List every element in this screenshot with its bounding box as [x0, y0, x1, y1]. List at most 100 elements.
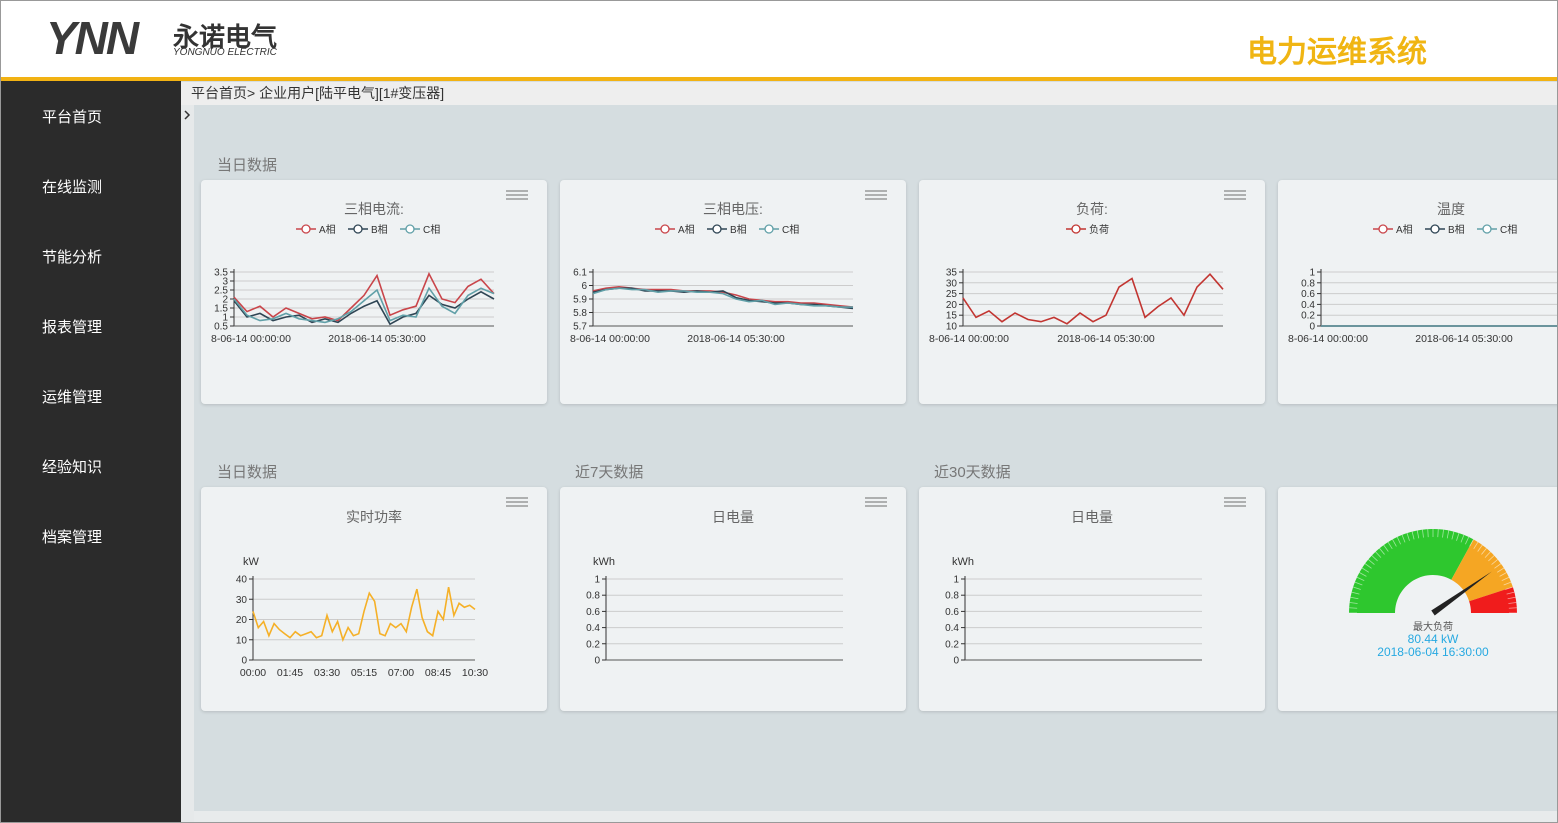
panel-title: 温度	[1437, 201, 1465, 217]
gauge-tick	[1379, 548, 1385, 555]
legend-label: A相	[319, 223, 336, 236]
y-tick-label: 6.1	[573, 268, 587, 279]
y-tick-label: 0.2	[586, 639, 600, 650]
x-tick-label: 05:15	[351, 667, 377, 679]
gauge-tick	[1469, 539, 1474, 547]
legend-label: A相	[678, 223, 695, 236]
gauge-tick	[1392, 539, 1397, 547]
nav-item[interactable]: 运维管理	[42, 389, 103, 406]
y-tick-label: 10	[236, 635, 248, 646]
legend-marker	[660, 224, 670, 234]
panel-title: 日电量	[1071, 509, 1113, 525]
gauge-tick	[1422, 529, 1424, 538]
panel-chart: 实时功率 kW 0 10 20 30 40 00:00 01:45 03:30 05:15 07:00…	[236, 497, 528, 679]
panel-title: 三相电流:	[344, 201, 404, 217]
y-tick-label: 5.9	[573, 295, 587, 306]
panel: 实时功率 kW 0 10 20 30 40 00:00 01:45 03:30 05:15 07:00…	[201, 487, 547, 711]
legend-marker	[1430, 224, 1440, 234]
nav-item[interactable]: 经验知识	[42, 459, 103, 476]
sidebar: 平台首页在线监测节能分析报表管理运维管理经验知识档案管理	[1, 81, 181, 822]
legend-label: C相	[782, 223, 799, 236]
series-line	[962, 273, 1224, 325]
legend-marker	[301, 224, 311, 234]
legend-marker	[1378, 224, 1388, 234]
x-tick-label: 10:30	[462, 667, 488, 679]
legend-marker	[353, 224, 363, 234]
y-tick-label: 25	[946, 289, 958, 300]
gauge-tick	[1401, 534, 1406, 543]
panel-chart: 日电量 kWh 0 0.2 0.4 0.6 0.8 1	[586, 497, 887, 667]
legend-label: B相	[1448, 223, 1465, 236]
y-tick-label: 0.5	[214, 322, 228, 333]
section-label: 近30天数据	[934, 464, 1011, 481]
gauge-tick	[1481, 548, 1487, 555]
nav-item[interactable]: 在线监测	[42, 179, 103, 196]
panel: 日电量 kWh 0 0.2 0.4 0.6 0.8 1	[560, 487, 906, 711]
gauge-tick	[1364, 563, 1372, 569]
gauge-label: 最大负荷	[1413, 620, 1453, 633]
panel-title: 三相电压:	[703, 201, 763, 217]
gauge-tick	[1350, 596, 1359, 600]
gauge-tick	[1506, 591, 1515, 595]
gauge-tick	[1383, 544, 1389, 552]
gauge-tick	[1446, 530, 1450, 539]
y-tick-label: 1	[594, 575, 600, 586]
gauge-band	[1469, 587, 1517, 613]
legend-marker	[764, 224, 774, 234]
x-tick-label: 03:30	[314, 667, 340, 679]
gauge-tick	[1451, 531, 1455, 540]
gauge-tick	[1396, 536, 1402, 545]
panel: 三相电流: 0.5 1 1.5 2 2.5 3 3.5 8-06-14 00:00:00 2018…	[201, 180, 547, 404]
gauge-tick	[1411, 531, 1415, 540]
x-tick-label: 8-06-14 00:00:00	[1288, 333, 1368, 345]
panel-title: 实时功率	[346, 509, 402, 525]
panel: 日电量 kWh 0 0.2 0.4 0.6 0.8 1	[919, 487, 1265, 711]
gauge-tick	[1491, 559, 1498, 565]
gauge-tick	[1361, 567, 1370, 573]
nav-item[interactable]: 平台首页	[42, 109, 103, 126]
gauge-tick	[1464, 536, 1470, 545]
y-tick-label: 0.2	[1301, 311, 1315, 322]
gauge-tick	[1484, 551, 1491, 558]
x-tick-label: 2018-06-14 05:30:00	[1415, 333, 1513, 345]
x-tick-label: 01:45	[277, 667, 303, 679]
gauge-tick	[1427, 529, 1429, 538]
logo-en: YONGNUO ELECTRIC	[173, 47, 277, 58]
nav-item[interactable]: 报表管理	[42, 319, 103, 336]
scrollbar	[194, 811, 1557, 822]
panel-title: 日电量	[712, 509, 754, 525]
legend-marker	[1482, 224, 1492, 234]
sidebar-toggle[interactable]	[181, 105, 194, 822]
y-tick-label: 2	[222, 295, 228, 306]
nav-item[interactable]: 节能分析	[42, 249, 103, 266]
y-tick-label: 40	[236, 575, 248, 586]
system-title: 电力运维系统	[1247, 36, 1427, 69]
series-line	[233, 271, 495, 322]
gauge-tick	[1505, 586, 1514, 590]
y-tick-label: 20	[946, 300, 958, 311]
x-tick-label: 2018-06-14 05:30:00	[1057, 333, 1155, 345]
y-tick-label: 0	[953, 656, 959, 667]
gauge-tick	[1488, 555, 1495, 562]
gauge-tick	[1507, 596, 1516, 600]
nav-item[interactable]: 档案管理	[42, 529, 103, 546]
section-label: 当日数据	[217, 157, 278, 174]
gauge-tick	[1442, 529, 1444, 538]
y-tick-label: 0	[594, 656, 600, 667]
legend-label: C相	[1500, 223, 1517, 236]
y-tick-label: 0	[241, 656, 247, 667]
x-tick-label: 2018-06-14 05:30:00	[687, 333, 785, 345]
panel: 负荷: 10 15 20 25 30 35 8-06-14 00:00:00 2018-06-1…	[919, 180, 1265, 404]
gauge-tick	[1387, 541, 1393, 550]
y-tick-label: 6	[581, 281, 587, 292]
gauge-tick	[1494, 563, 1502, 569]
toggle-icon	[184, 110, 191, 120]
y-tick-label: 3.5	[214, 268, 228, 279]
y-tick-label: 1	[1309, 268, 1315, 279]
gauge-tick	[1371, 555, 1378, 562]
y-tick-label: 10	[946, 322, 958, 333]
x-tick-label: 8-06-14 00:00:00	[211, 333, 291, 345]
x-tick-label: 00:00	[240, 667, 266, 679]
x-tick-label: 08:45	[425, 667, 451, 679]
